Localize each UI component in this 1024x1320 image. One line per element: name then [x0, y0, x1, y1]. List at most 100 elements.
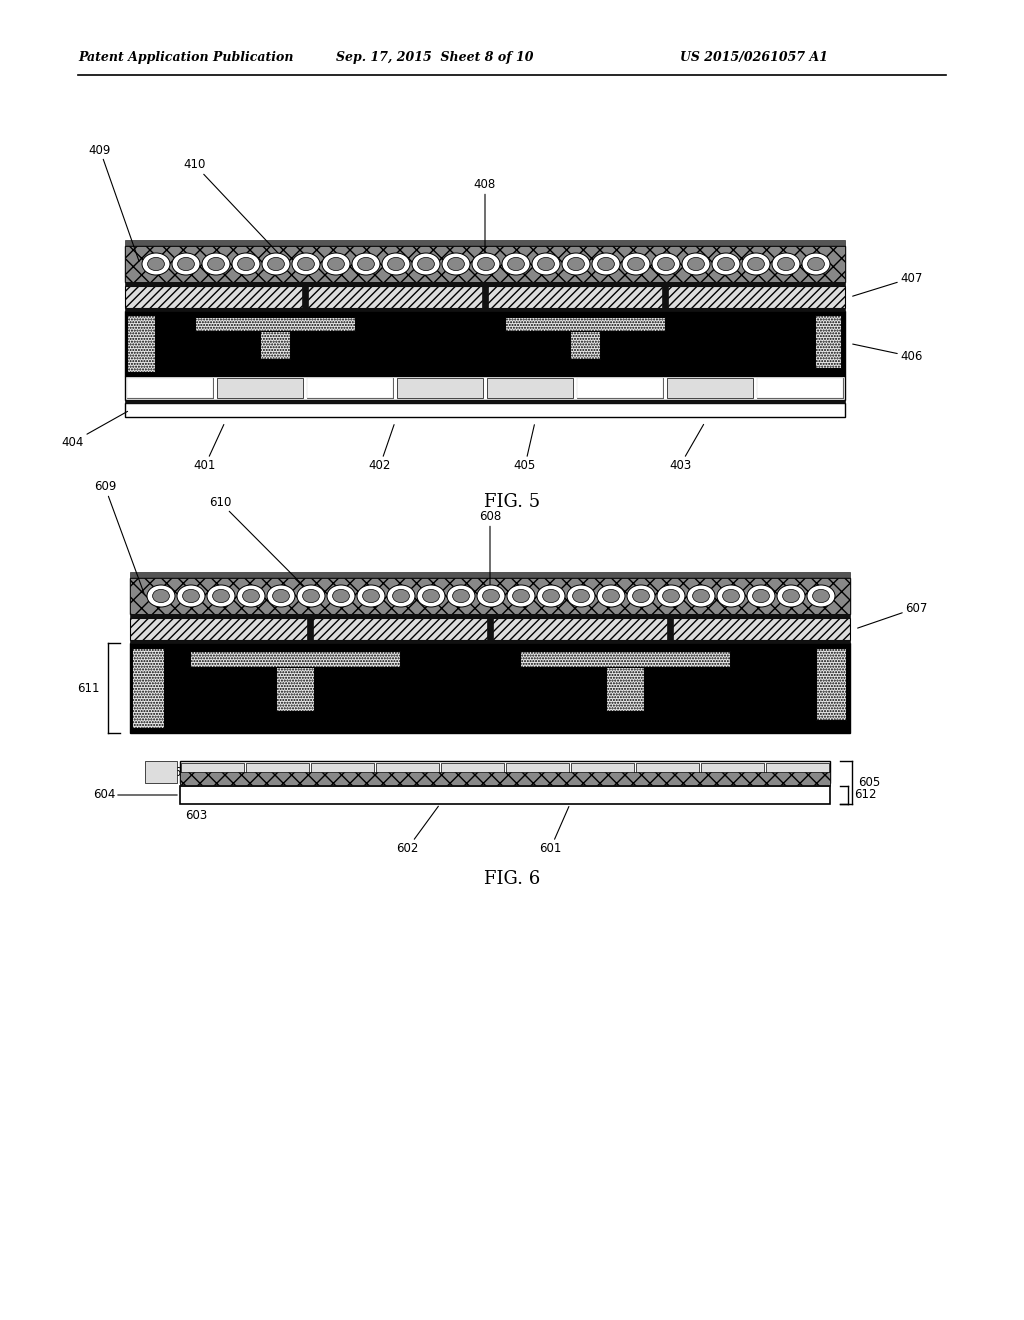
Ellipse shape [712, 253, 740, 275]
Bar [302, 286, 308, 308]
Ellipse shape [657, 585, 685, 607]
Text: 608: 608 [479, 511, 501, 590]
Ellipse shape [477, 585, 505, 607]
Ellipse shape [746, 585, 775, 607]
Ellipse shape [328, 257, 344, 271]
Ellipse shape [808, 257, 824, 271]
Bar [606, 667, 644, 711]
Text: 602: 602 [396, 807, 438, 855]
Bar [130, 578, 850, 614]
Bar [701, 763, 764, 781]
Ellipse shape [742, 253, 770, 275]
Ellipse shape [202, 253, 230, 275]
Bar [130, 614, 850, 618]
Text: 605: 605 [858, 776, 881, 788]
Ellipse shape [723, 590, 739, 603]
Bar [757, 378, 843, 399]
Ellipse shape [772, 253, 800, 275]
Text: 601: 601 [540, 807, 569, 855]
Text: FIG. 5: FIG. 5 [484, 492, 540, 511]
Bar [487, 378, 573, 399]
Bar [505, 317, 665, 331]
Bar [520, 651, 730, 667]
Text: 406: 406 [853, 345, 923, 363]
Bar [577, 378, 663, 399]
Ellipse shape [208, 257, 224, 271]
Text: 607: 607 [858, 602, 928, 628]
Ellipse shape [213, 590, 229, 603]
Bar [506, 763, 569, 781]
Text: 405: 405 [514, 425, 537, 473]
Text: 404: 404 [61, 412, 128, 449]
Bar [125, 403, 845, 417]
Bar [441, 763, 504, 781]
Bar [180, 783, 830, 785]
Ellipse shape [663, 590, 679, 603]
Ellipse shape [357, 257, 375, 271]
Bar [125, 312, 845, 376]
Ellipse shape [567, 257, 585, 271]
Bar [397, 378, 483, 399]
Ellipse shape [147, 257, 165, 271]
Ellipse shape [627, 585, 655, 607]
Ellipse shape [333, 590, 349, 603]
Ellipse shape [598, 257, 614, 271]
Ellipse shape [602, 590, 620, 603]
Ellipse shape [388, 257, 404, 271]
Text: 402: 402 [369, 425, 394, 473]
Text: US 2015/0261057 A1: US 2015/0261057 A1 [680, 51, 828, 65]
Ellipse shape [692, 590, 710, 603]
Ellipse shape [352, 253, 380, 275]
Bar [662, 286, 668, 308]
Text: FIG. 6: FIG. 6 [484, 870, 540, 888]
Ellipse shape [532, 253, 560, 275]
Text: 410: 410 [184, 158, 283, 259]
Bar [180, 772, 830, 785]
Bar [307, 378, 393, 399]
Ellipse shape [442, 253, 470, 275]
Ellipse shape [562, 253, 590, 275]
Bar [766, 763, 829, 781]
Ellipse shape [538, 257, 554, 271]
Ellipse shape [777, 585, 805, 607]
Ellipse shape [537, 585, 565, 607]
Ellipse shape [412, 253, 440, 275]
Bar [125, 400, 845, 403]
Ellipse shape [502, 253, 530, 275]
Bar [130, 643, 850, 733]
Ellipse shape [543, 590, 559, 603]
Ellipse shape [423, 590, 439, 603]
Bar [125, 246, 845, 282]
Bar [487, 618, 493, 640]
Bar [815, 315, 841, 368]
Bar [125, 246, 845, 282]
Ellipse shape [652, 253, 680, 275]
Ellipse shape [507, 585, 535, 607]
Ellipse shape [267, 585, 295, 607]
Text: 409: 409 [89, 144, 139, 261]
Bar [130, 618, 850, 640]
Ellipse shape [182, 590, 200, 603]
Text: Sep. 17, 2015  Sheet 8 of 10: Sep. 17, 2015 Sheet 8 of 10 [336, 51, 534, 65]
Ellipse shape [297, 585, 325, 607]
Ellipse shape [292, 253, 319, 275]
Bar [482, 286, 488, 308]
Bar [132, 648, 164, 729]
Ellipse shape [172, 253, 200, 275]
Bar [195, 317, 355, 331]
Bar [127, 378, 213, 399]
Ellipse shape [807, 585, 835, 607]
Bar [127, 378, 213, 399]
Ellipse shape [362, 590, 380, 603]
Ellipse shape [243, 590, 259, 603]
Ellipse shape [232, 253, 260, 275]
Bar [467, 315, 503, 372]
Bar [130, 578, 850, 614]
Bar [180, 762, 830, 783]
Ellipse shape [142, 253, 170, 275]
Ellipse shape [572, 590, 590, 603]
Ellipse shape [357, 585, 385, 607]
Ellipse shape [682, 253, 710, 275]
Ellipse shape [453, 590, 469, 603]
Bar [577, 378, 663, 399]
